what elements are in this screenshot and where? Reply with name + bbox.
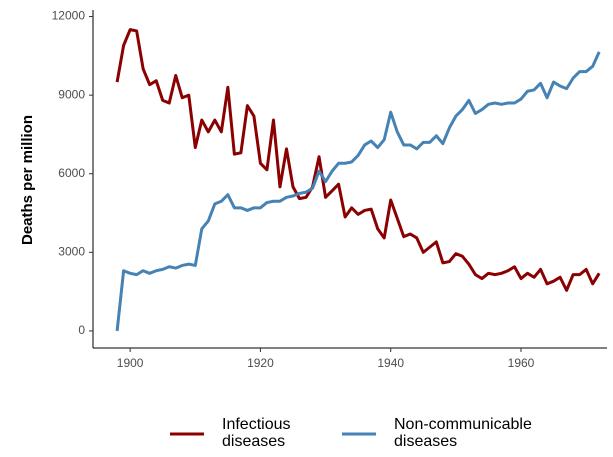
y-tick-label: 12000 <box>52 9 86 23</box>
line <box>115 51 601 332</box>
y-axis-title: Deaths per million <box>19 115 36 245</box>
legend-label: Infectious diseases <box>222 416 291 450</box>
x-tick-label: 1920 <box>247 356 274 370</box>
y-tick-label: 9000 <box>58 87 85 101</box>
x-tick-label: 1960 <box>508 356 535 370</box>
line <box>115 28 601 292</box>
y-tick-label: 6000 <box>58 166 85 180</box>
x-tick-label: 1940 <box>377 356 404 370</box>
y-tick-label: 3000 <box>58 245 85 259</box>
x-tick-label: 1900 <box>117 356 144 370</box>
legend-label: Non-communicable diseases <box>394 416 532 450</box>
y-tick-label: 0 <box>78 323 85 337</box>
